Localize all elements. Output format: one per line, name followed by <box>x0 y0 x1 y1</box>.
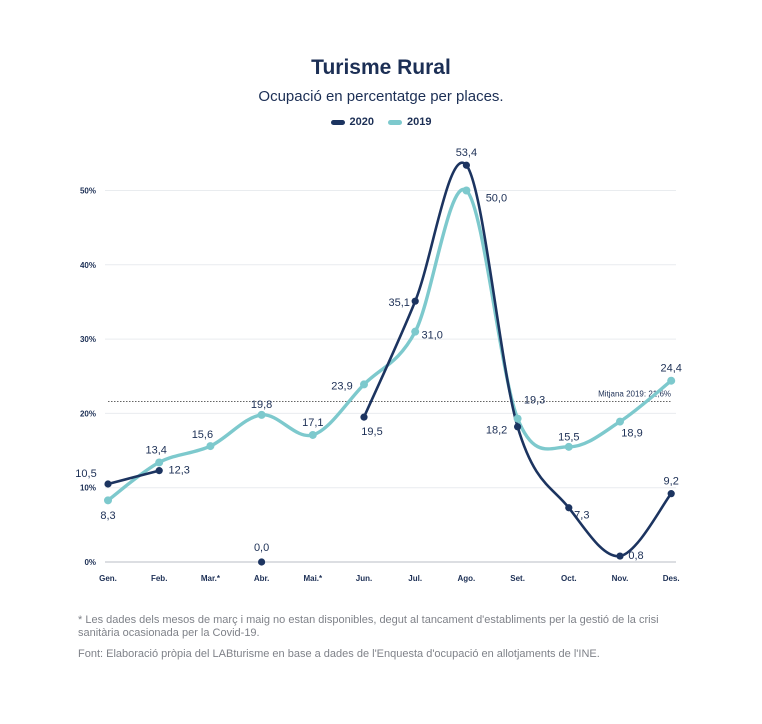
series-2019-point <box>308 430 317 439</box>
x-tick-label: Gen. <box>99 574 117 583</box>
series-2019-data-label: 15,6 <box>192 429 213 441</box>
chart-legend: 2020 2019 <box>0 116 762 128</box>
y-tick-label: 30% <box>80 335 96 344</box>
series-2020-point <box>155 467 163 475</box>
series-2019-data-label: 23,9 <box>331 380 352 392</box>
series-2019-data-label: 8,3 <box>100 510 115 522</box>
series-2020-point <box>258 558 266 566</box>
y-tick-label: 50% <box>80 187 96 196</box>
series-2020-point <box>565 504 573 512</box>
series-2020-point <box>616 552 624 560</box>
series-2019-point <box>360 380 368 389</box>
series-2020-data-label: 19,5 <box>361 426 382 438</box>
series-2019-data-label: 13,4 <box>145 444 166 456</box>
series-2019-point <box>513 414 522 423</box>
series-2020-point <box>360 413 368 421</box>
series-2019-point <box>206 442 215 451</box>
y-tick-label: 40% <box>80 261 96 270</box>
x-tick-label: Feb. <box>151 574 167 583</box>
series-2019-line <box>106 187 673 502</box>
footnote-source: Font: Elaboració pròpia del LABturisme e… <box>78 648 600 660</box>
series-2020-point <box>462 161 470 169</box>
x-tick-label: Oct. <box>561 574 577 583</box>
series-2019-point <box>104 496 112 505</box>
series-2019-point <box>411 327 420 336</box>
series-2019-data-label: 15,5 <box>558 432 579 444</box>
series-2019-point <box>462 186 471 195</box>
y-tick-label: 10% <box>80 484 96 493</box>
y-tick-label: 20% <box>80 409 96 418</box>
series-2020-point <box>104 480 112 488</box>
series-2019-point <box>155 458 164 467</box>
series-2019-point <box>564 442 573 451</box>
series-2020-data-label: 7,3 <box>574 510 589 522</box>
x-tick-label: Set. <box>510 574 525 583</box>
series-2019-data-label: 17,1 <box>302 417 323 429</box>
series-2019-data-label: 19,3 <box>524 395 545 407</box>
series-2019-data-label: 24,4 <box>660 363 681 375</box>
legend-swatch-2020 <box>330 119 345 125</box>
chart-subtitle: Ocupació en percentatge per places. <box>258 88 504 105</box>
legend-swatch-2019 <box>388 119 402 125</box>
x-tick-label: Mar.* <box>201 574 221 583</box>
series-2020-data-label: 35,1 <box>388 297 409 309</box>
series-2020-data-label: 10,5 <box>75 468 96 480</box>
legend-item-2020: 2020 <box>330 116 374 128</box>
x-tick-label: Mai.* <box>303 574 323 583</box>
series-2020-data-label: 0,8 <box>628 550 643 562</box>
legend-item-2019: 2019 <box>388 116 431 128</box>
series-2020-point <box>411 297 419 305</box>
series-2019-data-label: 18,9 <box>621 427 642 439</box>
series-2020-data-label: 9,2 <box>664 476 679 488</box>
x-tick-label: Des. <box>663 574 680 583</box>
series-2019-point <box>616 417 624 426</box>
series-2020-data-label: 12,3 <box>168 465 189 477</box>
series-2019-data-label: 31,0 <box>421 330 442 342</box>
series-2019-data-label: 50,0 <box>486 192 507 204</box>
series-2019-point <box>257 410 266 419</box>
x-tick-label: Jul. <box>408 574 422 583</box>
x-tick-label: Abr. <box>254 574 270 583</box>
x-tick-label: Nov. <box>612 574 629 583</box>
series-2020-data-label: 53,4 <box>456 147 477 159</box>
x-tick-label: Jun. <box>356 574 372 583</box>
line-chart: 0% 10% 20% 30% 40% 50% Gen. Feb. Mar.* Abr. Mai.* J… <box>75 147 682 583</box>
legend-label-2019: 2019 <box>407 116 432 128</box>
series-2019-data-label: 19,8 <box>251 399 272 411</box>
series-2019-point <box>667 376 676 385</box>
chart-title: Turisme Rural <box>311 56 451 79</box>
average-2019-label: Mitjana 2019: 21,6% <box>598 390 671 399</box>
y-tick-label: 0% <box>84 558 96 567</box>
series-2020-point <box>514 423 522 431</box>
legend-label-2020: 2020 <box>349 116 374 128</box>
footnote-unavailable-data: * Les dades dels mesos de març i maig no… <box>78 614 659 639</box>
series-2020-data-label: 0,0 <box>254 542 269 554</box>
series-2020-data-label: 18,2 <box>486 425 507 437</box>
series-2020-line <box>362 161 673 558</box>
x-tick-label: Ago. <box>458 574 476 583</box>
series-2020-point <box>667 490 675 498</box>
